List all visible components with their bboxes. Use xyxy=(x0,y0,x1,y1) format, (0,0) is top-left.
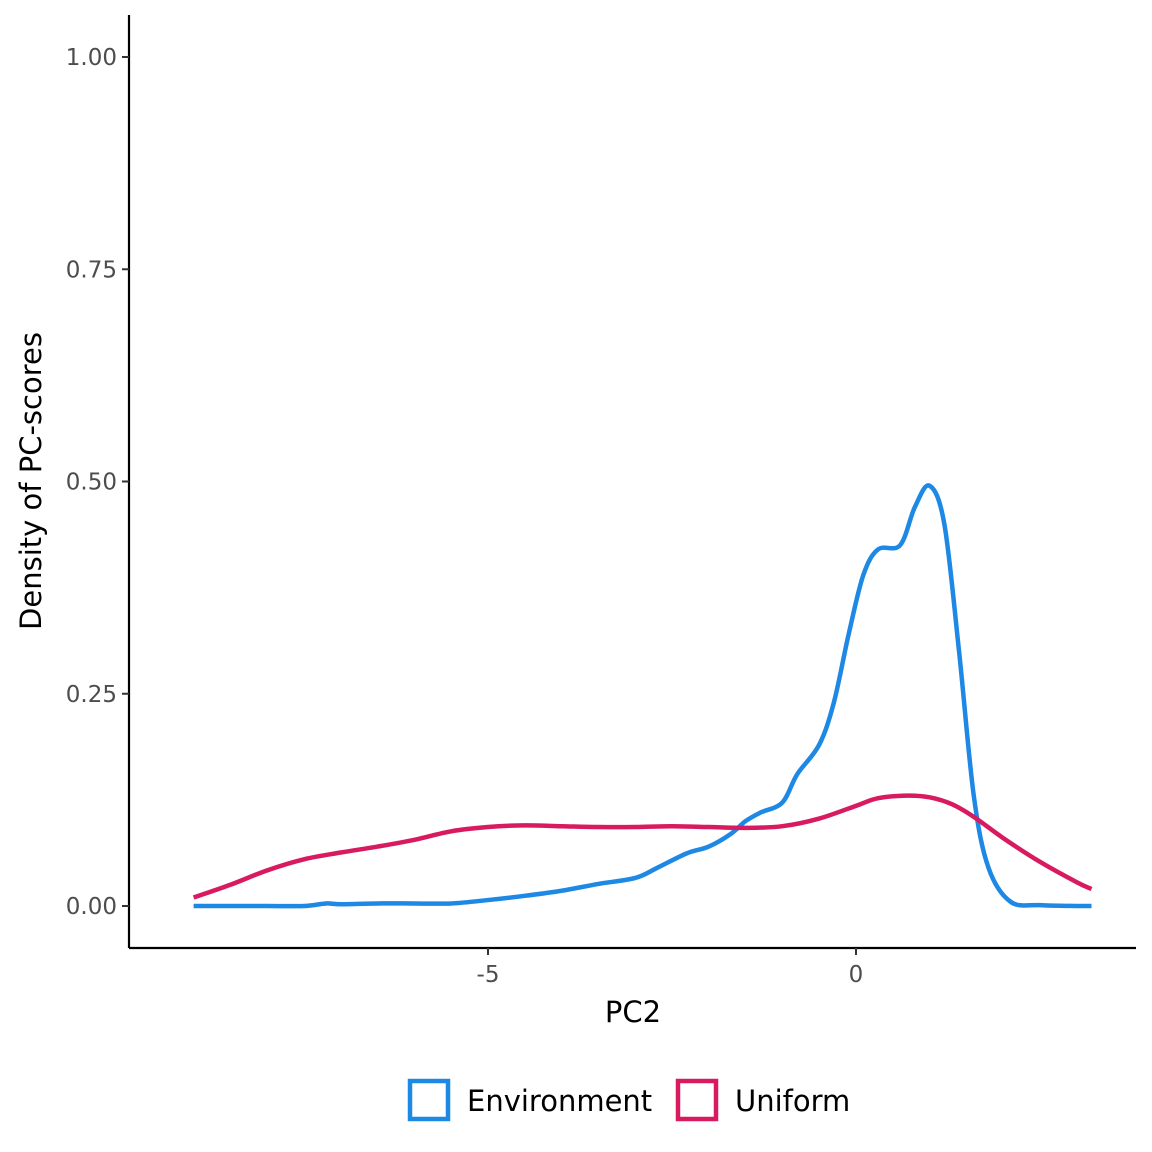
legend: Environment Uniform xyxy=(407,1078,850,1122)
series-line-environment xyxy=(193,483,1092,909)
legend-item-uniform: Uniform xyxy=(675,1078,850,1122)
y-axis-ticks: 0.00 0.25 0.50 0.75 1.00 xyxy=(66,45,129,920)
y-tick-label: 0.00 xyxy=(66,894,117,920)
series-line-uniform xyxy=(192,793,1093,900)
series-lines xyxy=(192,483,1093,909)
x-tick-label: 0 xyxy=(849,962,864,988)
x-axis-title: PC2 xyxy=(605,995,661,1029)
y-tick-label: 0.50 xyxy=(66,470,117,496)
legend-label-uniform: Uniform xyxy=(735,1084,850,1118)
y-tick-label: 0.75 xyxy=(66,257,117,283)
y-tick-label: 0.25 xyxy=(66,682,117,708)
plot-area: 0.00 0.25 0.50 0.75 1.00 -5 0 xyxy=(66,15,1136,988)
legend-item-environment: Environment xyxy=(407,1078,652,1122)
x-tick-label: -5 xyxy=(477,962,500,988)
legend-key-environment xyxy=(407,1078,451,1122)
y-tick-label: 1.00 xyxy=(66,45,117,71)
y-axis-title: Density of PC-scores xyxy=(14,332,48,630)
legend-label-environment: Environment xyxy=(467,1084,652,1118)
x-axis-ticks: -5 0 xyxy=(477,948,864,988)
legend-key-uniform xyxy=(675,1078,719,1122)
